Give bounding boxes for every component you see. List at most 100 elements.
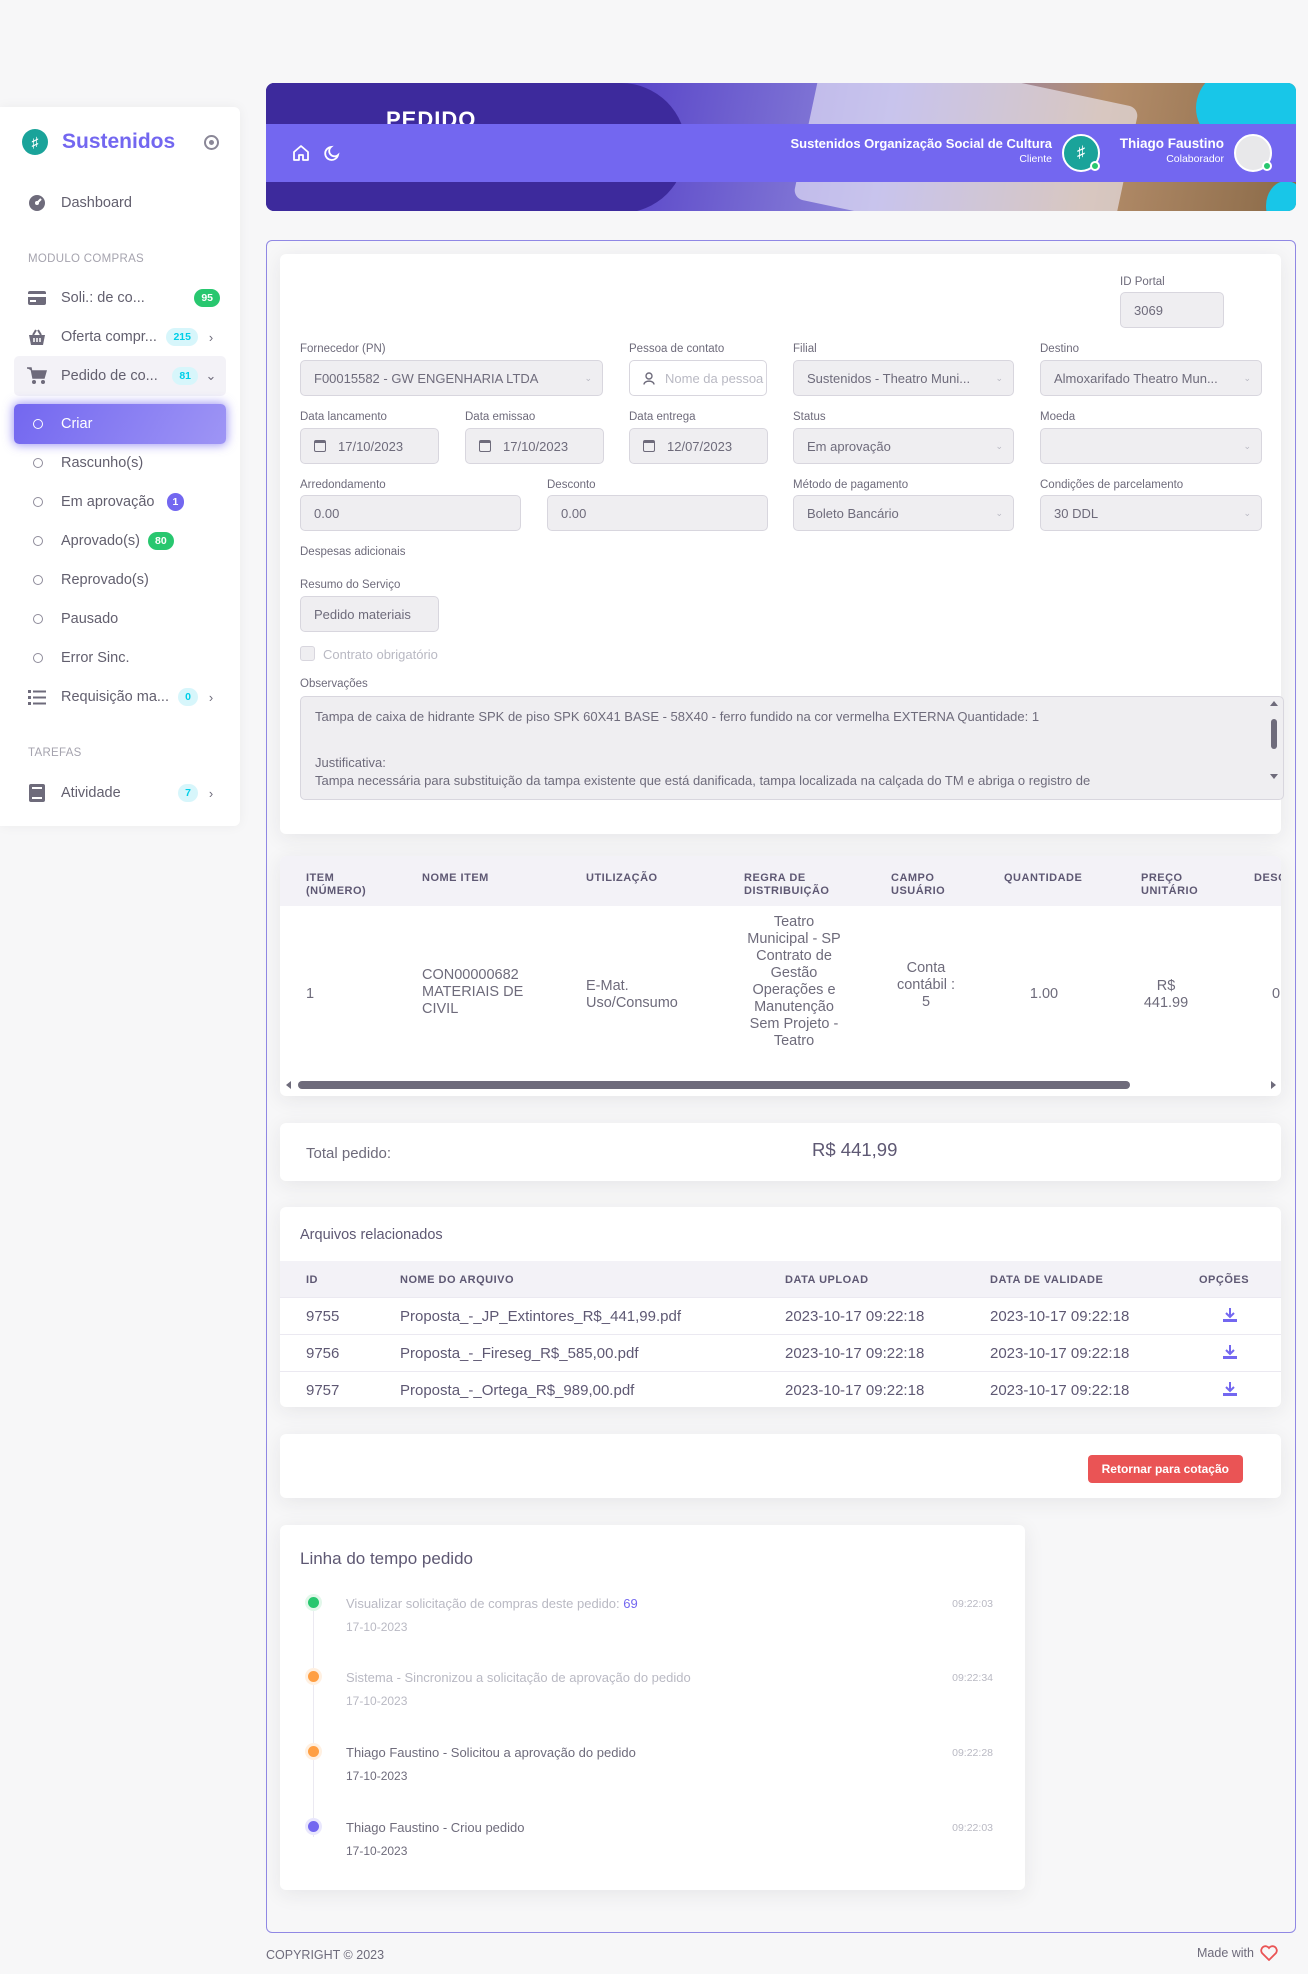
made-with: Made with — [1197, 1945, 1278, 1961]
timeline-title: Linha do tempo pedido — [300, 1549, 473, 1568]
sidebar-toggle-icon[interactable] — [204, 135, 219, 150]
desconto-field[interactable]: 0.00 — [547, 495, 768, 531]
status-label: Status — [793, 411, 826, 423]
th-utilizacao: UTILIZAÇÃO — [586, 872, 658, 884]
user-name: Thiago Faustino — [1119, 136, 1224, 151]
filial-value: Sustenidos - Theatro Muni... — [807, 370, 971, 386]
data-emissao-field[interactable]: 17/10/2023 — [465, 428, 604, 464]
brand-logo-icon: ♯ — [22, 129, 48, 155]
nav-sub-em-aprovacao[interactable]: Em aprovação 1 — [14, 482, 226, 522]
fornecedor-select[interactable]: F00015582 - GW ENGENHARIA LTDA ⌄ — [300, 360, 603, 396]
circle-icon — [33, 458, 43, 468]
file-id: 9755 — [306, 1308, 340, 1325]
condicoes-select[interactable]: 30 DDL ⌄ — [1040, 495, 1262, 531]
return-to-quote-button[interactable]: Retornar para cotação — [1087, 1455, 1243, 1483]
td-campo: Conta contábil : 5 — [896, 960, 956, 1010]
th-campo-usuario: CAMPO USUÁRIO — [891, 872, 946, 897]
timeline-dot — [308, 1597, 319, 1608]
org-avatar[interactable]: ♯ — [1062, 134, 1100, 172]
th-file-name: NOME DO ARQUIVO — [400, 1274, 515, 1286]
nav-sub-criar[interactable]: Criar — [14, 404, 226, 444]
nav-sub-em-aprovacao-label: Em aprovação — [61, 494, 155, 510]
timeline-event-date: 17-10-2023 — [346, 1620, 408, 1634]
badge-em-aprovacao: 1 — [166, 493, 185, 511]
user-info: Thiago Faustino Colaborador — [1120, 136, 1224, 165]
solicitacao-link[interactable]: 69 — [623, 1596, 638, 1611]
moon-icon[interactable] — [322, 142, 344, 164]
th-quantidade: QUANTIDADE — [1004, 872, 1083, 884]
observacoes-line: Justificativa: — [315, 755, 386, 770]
badge-oferta: 215 — [166, 328, 198, 346]
fornecedor-value: F00015582 - GW ENGENHARIA LTDA — [314, 370, 539, 386]
timeline-line — [313, 1597, 314, 1837]
nav-pedido[interactable]: Pedido de co... 81 ⌄ — [14, 356, 226, 396]
data-entrega-field[interactable]: 12/07/2023 — [629, 428, 768, 464]
nav-sub-aprovado-label: Aprovado(s) — [61, 533, 140, 549]
nav-dashboard[interactable]: Dashboard — [14, 183, 226, 223]
td-item: 1 — [306, 986, 315, 1002]
copyright: COPYRIGHT © 2023 — [266, 1948, 385, 1962]
chevron-right-icon: › — [208, 785, 214, 801]
heart-icon — [1260, 1945, 1278, 1961]
contato-label: Pessoa de contato — [629, 343, 725, 355]
nav-sub-criar-label: Criar — [61, 416, 93, 432]
user-avatar[interactable] — [1234, 134, 1272, 172]
contrato-checkbox[interactable] — [300, 646, 315, 661]
horizontal-scrollbar[interactable] — [286, 1080, 1276, 1090]
timeline-card: Linha do tempo pedido Visualizar solicit… — [280, 1525, 1025, 1890]
td-preco: R$ 441.99 — [1143, 978, 1189, 1011]
cart-icon — [27, 366, 47, 386]
nav-oferta[interactable]: Oferta compr... 215 › — [14, 317, 226, 357]
download-icon[interactable] — [1223, 1308, 1237, 1322]
metodo-select[interactable]: Boleto Bancário ⌄ — [793, 495, 1014, 531]
moeda-select[interactable]: ⌄ — [1040, 428, 1262, 464]
dashboard-icon — [27, 193, 47, 213]
nav-solicitacao[interactable]: Soli.: de co... 95 — [14, 278, 226, 318]
nav-atividade[interactable]: Atividade 7 › — [14, 773, 226, 813]
metodo-label: Método de pagamento — [793, 479, 909, 491]
id-portal-field[interactable]: 3069 — [1120, 292, 1224, 328]
th-upload: DATA UPLOAD — [785, 1274, 869, 1286]
destino-select[interactable]: Almoxarifado Theatro Mun... ⌄ — [1040, 360, 1262, 396]
nav-requisicao[interactable]: Requisição ma... 0 › — [14, 677, 226, 717]
th-file-id: ID — [306, 1274, 318, 1286]
timeline-dot — [308, 1671, 319, 1682]
filial-select[interactable]: Sustenidos - Theatro Muni... ⌄ — [793, 360, 1014, 396]
badge-atividade: 7 — [178, 784, 198, 802]
person-icon — [643, 371, 655, 385]
file-upload: 2023-10-17 09:22:18 — [785, 1382, 925, 1399]
status-select[interactable]: Em aprovação ⌄ — [793, 428, 1014, 464]
timeline-event-date: 17-10-2023 — [346, 1694, 408, 1708]
sidebar: ♯ Sustenidos Dashboard MODULO COMPRAS So… — [0, 107, 240, 826]
timeline-event-date: 17-10-2023 — [346, 1844, 408, 1858]
vertical-scrollbar[interactable] — [1268, 699, 1280, 797]
circle-icon — [33, 497, 43, 507]
contato-field[interactable]: Nome da pessoa — [629, 360, 767, 396]
observacoes-line: Tampa necessária para substituição da ta… — [315, 773, 1091, 788]
nav-requisicao-label: Requisição ma... — [61, 689, 169, 705]
arredondamento-field[interactable]: 0.00 — [300, 495, 521, 531]
download-icon[interactable] — [1223, 1345, 1237, 1359]
timeline-event-title: Thiago Faustino - Criou pedido — [346, 1820, 525, 1835]
data-entrega-label: Data entrega — [629, 411, 696, 423]
td-desc: 0 — [1272, 986, 1281, 1002]
th-item: ITEM (NÚMERO) — [306, 872, 367, 897]
th-regra: REGRA DE DISTRIBUIÇÃO — [744, 872, 830, 897]
nav-sub-error-sinc[interactable]: Error Sinc. — [14, 638, 226, 678]
nav-sub-reprovado[interactable]: Reprovado(s) — [14, 560, 226, 600]
resumo-field[interactable]: Pedido materiais — [300, 596, 439, 632]
org-name: Sustenidos Organização Social de Cultura — [790, 136, 1052, 151]
home-icon[interactable] — [290, 142, 312, 164]
chevron-right-icon: › — [208, 329, 214, 345]
timeline-event-title: Visualizar solicitação de compras deste … — [346, 1596, 638, 1611]
nav-sub-aprovado[interactable]: Aprovado(s) 80 — [14, 521, 226, 561]
th-desc: DESC — [1254, 872, 1281, 884]
brand[interactable]: ♯ Sustenidos — [22, 129, 175, 155]
nav-sub-reprovado-label: Reprovado(s) — [61, 572, 149, 588]
nav-sub-pausado[interactable]: Pausado — [14, 599, 226, 639]
nav-sub-rascunho[interactable]: Rascunho(s) — [14, 443, 226, 483]
td-utilizacao: E-Mat. Uso/Consumo — [586, 978, 678, 1011]
download-icon[interactable] — [1223, 1382, 1237, 1396]
observacoes-textarea[interactable]: Tampa de caixa de hidrante SPK de piso S… — [300, 696, 1284, 800]
data-lancamento-field[interactable]: 17/10/2023 — [300, 428, 439, 464]
